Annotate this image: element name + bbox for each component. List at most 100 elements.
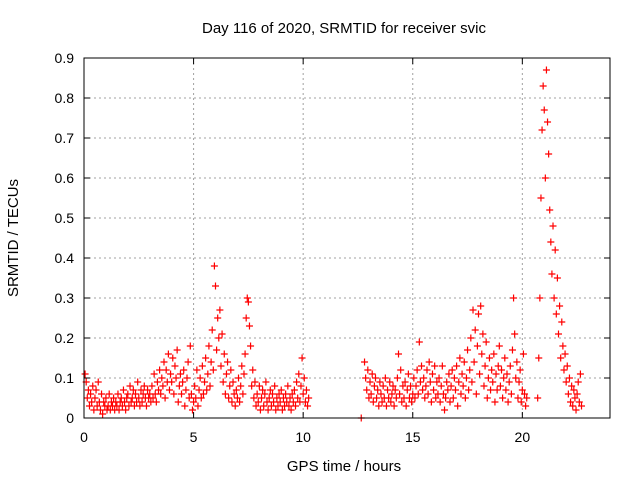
y-tick-label: 0.1 bbox=[55, 370, 75, 386]
data-point bbox=[138, 398, 146, 406]
data-point bbox=[411, 394, 419, 402]
data-point bbox=[443, 378, 451, 386]
data-point bbox=[168, 378, 176, 386]
data-point bbox=[276, 398, 284, 406]
data-point bbox=[390, 402, 398, 410]
data-point bbox=[201, 378, 209, 386]
data-point bbox=[274, 402, 282, 410]
data-point bbox=[492, 370, 500, 378]
data-point bbox=[572, 406, 580, 414]
data-point bbox=[191, 382, 199, 390]
data-point bbox=[451, 386, 459, 394]
data-point bbox=[182, 386, 190, 394]
data-point bbox=[401, 378, 409, 386]
data-point bbox=[208, 326, 216, 334]
data-point bbox=[421, 394, 429, 402]
data-point bbox=[251, 378, 259, 386]
data-point bbox=[215, 334, 223, 342]
data-point bbox=[244, 298, 252, 306]
data-point bbox=[549, 222, 557, 230]
data-point bbox=[366, 378, 374, 386]
data-point bbox=[195, 386, 203, 394]
data-point bbox=[470, 358, 478, 366]
chart-title: Day 116 of 2020, SRMTID for receiver svi… bbox=[202, 20, 486, 37]
data-point bbox=[433, 378, 441, 386]
data-point bbox=[283, 398, 291, 406]
data-point bbox=[368, 370, 376, 378]
data-point bbox=[142, 402, 150, 410]
data-point bbox=[399, 382, 407, 390]
data-point bbox=[363, 386, 371, 394]
data-point bbox=[573, 390, 581, 398]
data-point bbox=[403, 386, 411, 394]
data-point bbox=[228, 398, 236, 406]
data-point bbox=[196, 374, 204, 382]
y-tick-label: 0.9 bbox=[55, 50, 75, 66]
data-point bbox=[226, 382, 234, 390]
data-point bbox=[187, 390, 195, 398]
data-point bbox=[563, 362, 571, 370]
data-point bbox=[279, 394, 287, 402]
data-point bbox=[136, 402, 144, 410]
data-point bbox=[427, 398, 435, 406]
data-point bbox=[506, 362, 514, 370]
data-point bbox=[472, 390, 480, 398]
y-axis-label: SRMTID / TECUs bbox=[5, 179, 22, 297]
data-point bbox=[467, 334, 475, 342]
data-point bbox=[164, 350, 172, 358]
data-point bbox=[273, 394, 281, 402]
y-tick-label: 0.3 bbox=[55, 290, 75, 306]
data-point bbox=[110, 394, 118, 402]
data-point bbox=[444, 386, 452, 394]
x-tick-label: 20 bbox=[515, 429, 531, 445]
data-point bbox=[516, 366, 524, 374]
data-point bbox=[235, 374, 243, 382]
data-point bbox=[424, 390, 432, 398]
data-point bbox=[535, 354, 543, 362]
data-point bbox=[567, 398, 575, 406]
data-point bbox=[515, 378, 523, 386]
axis-ticks: 0 0.1 0.2 0.3 0.4 0.5 0.6 0.7 0.8 0.9 0 5 10 15 20 bbox=[55, 50, 610, 445]
data-point bbox=[193, 366, 201, 374]
data-point bbox=[197, 394, 205, 402]
data-point bbox=[438, 362, 446, 370]
data-point bbox=[165, 386, 173, 394]
data-point bbox=[391, 386, 399, 394]
data-point bbox=[381, 374, 389, 382]
x-tick-label: 10 bbox=[295, 429, 311, 445]
data-point bbox=[85, 402, 93, 410]
data-point bbox=[210, 262, 218, 270]
data-point bbox=[483, 394, 491, 402]
data-point bbox=[149, 394, 157, 402]
data-point bbox=[369, 398, 377, 406]
data-point bbox=[188, 406, 196, 414]
data-point bbox=[398, 398, 406, 406]
data-point bbox=[140, 382, 148, 390]
data-point bbox=[174, 398, 182, 406]
data-point bbox=[221, 390, 229, 398]
data-point bbox=[459, 382, 467, 390]
data-point bbox=[426, 378, 434, 386]
data-point bbox=[170, 390, 178, 398]
data-point bbox=[243, 294, 251, 302]
data-point bbox=[420, 374, 428, 382]
data-point bbox=[229, 378, 237, 386]
data-point bbox=[413, 366, 421, 374]
data-point bbox=[294, 394, 302, 402]
data-point bbox=[562, 378, 570, 386]
data-point bbox=[382, 402, 390, 410]
data-point bbox=[464, 346, 472, 354]
data-point bbox=[499, 394, 507, 402]
data-point bbox=[457, 390, 465, 398]
data-point bbox=[253, 390, 261, 398]
data-point bbox=[220, 350, 228, 358]
data-point bbox=[239, 390, 247, 398]
data-point bbox=[152, 398, 160, 406]
data-point bbox=[538, 126, 546, 134]
data-point bbox=[240, 370, 248, 378]
data-point bbox=[521, 390, 529, 398]
data-point bbox=[448, 366, 456, 374]
data-point bbox=[505, 378, 513, 386]
data-point bbox=[522, 402, 530, 410]
data-point bbox=[198, 362, 206, 370]
